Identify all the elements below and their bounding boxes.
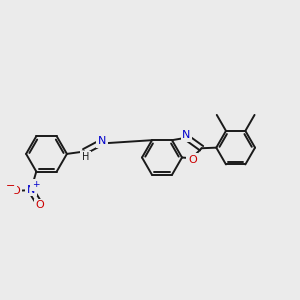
Text: O: O	[11, 186, 20, 196]
Text: O: O	[36, 200, 45, 211]
Text: N: N	[98, 136, 106, 146]
Text: +: +	[32, 180, 39, 189]
Text: N: N	[27, 184, 35, 195]
Text: −: −	[5, 181, 15, 191]
Text: N: N	[182, 130, 191, 140]
Text: H: H	[82, 152, 89, 163]
Text: O: O	[188, 155, 197, 165]
